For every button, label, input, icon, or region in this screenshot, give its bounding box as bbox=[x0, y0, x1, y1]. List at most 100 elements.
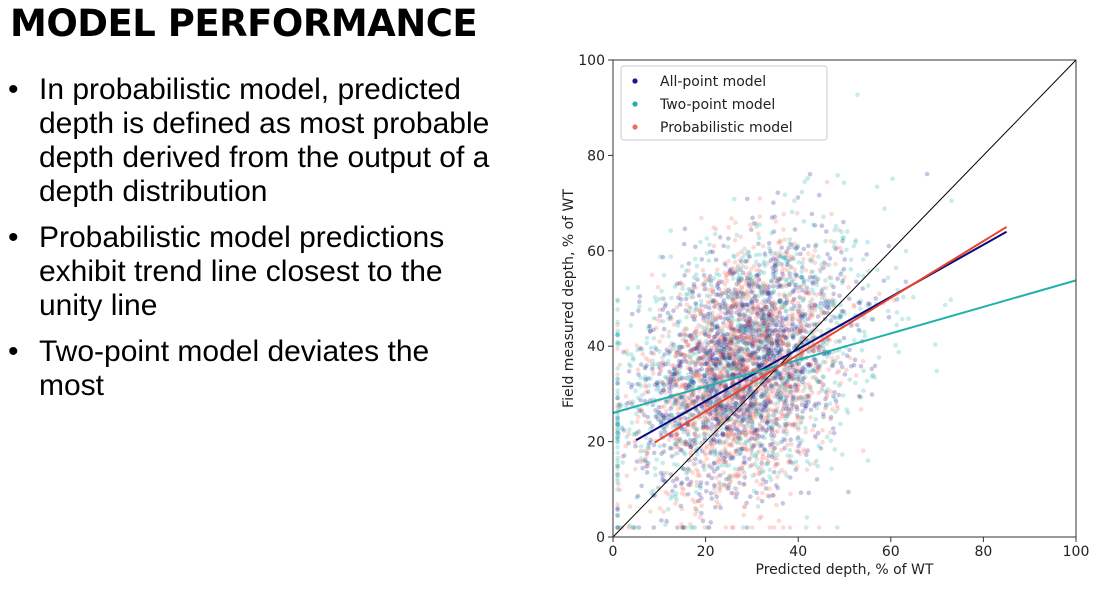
scatter-point bbox=[721, 344, 726, 349]
scatter-point bbox=[704, 286, 709, 292]
scatter-point bbox=[669, 385, 674, 390]
scatter-point bbox=[683, 439, 688, 444]
scatter-point bbox=[695, 394, 701, 400]
scatter-point bbox=[730, 295, 735, 300]
scatter-point bbox=[750, 300, 755, 306]
scatter-point bbox=[714, 366, 719, 371]
scatter-point bbox=[651, 336, 657, 341]
scatter-point bbox=[772, 262, 777, 268]
scatter-point bbox=[730, 455, 736, 461]
scatter-point bbox=[679, 382, 685, 387]
scatter-point bbox=[744, 525, 750, 530]
scatter-point bbox=[742, 357, 747, 363]
scatter-point bbox=[698, 445, 703, 451]
scatter-point bbox=[695, 344, 701, 349]
scatter-point bbox=[823, 359, 828, 365]
scatter-point bbox=[782, 324, 788, 330]
scatter-point bbox=[687, 483, 692, 488]
scatter-point bbox=[783, 300, 788, 306]
scatter-point bbox=[749, 395, 754, 400]
scatter-point bbox=[631, 355, 636, 361]
scatter-point bbox=[758, 340, 764, 345]
scatter-point bbox=[726, 258, 731, 264]
scatter-point bbox=[769, 429, 775, 434]
scatter-point bbox=[683, 353, 688, 359]
scatter-point bbox=[751, 340, 757, 346]
scatter-point bbox=[697, 348, 702, 354]
scatter-point bbox=[742, 504, 747, 510]
scatter-point bbox=[703, 351, 708, 357]
scatter-point bbox=[804, 515, 810, 520]
scatter-point bbox=[728, 351, 733, 357]
scatter-point bbox=[663, 390, 668, 395]
scatter-point bbox=[677, 281, 683, 286]
scatter-point bbox=[708, 371, 714, 377]
scatter-point bbox=[744, 365, 750, 370]
scatter-point bbox=[759, 443, 765, 448]
scatter-point bbox=[694, 344, 700, 349]
scatter-point bbox=[704, 389, 709, 395]
scatter-point bbox=[740, 468, 746, 474]
scatter-point bbox=[615, 414, 620, 419]
scatter-point bbox=[738, 277, 744, 283]
scatter-point bbox=[841, 393, 846, 398]
scatter-point bbox=[697, 307, 702, 313]
scatter-point bbox=[813, 363, 819, 369]
scatter-point bbox=[724, 425, 730, 430]
scatter-point bbox=[767, 356, 773, 362]
scatter-point bbox=[814, 369, 820, 375]
scatter-point bbox=[739, 466, 745, 471]
scatter-point bbox=[745, 275, 750, 281]
scatter-point bbox=[784, 316, 789, 322]
scatter-point bbox=[775, 474, 780, 480]
scatter-point bbox=[735, 293, 740, 298]
scatter-point bbox=[830, 363, 835, 368]
scatter-point bbox=[689, 400, 695, 406]
scatter-point bbox=[643, 384, 649, 390]
x-tick-label: 80 bbox=[974, 544, 992, 560]
scatter-point bbox=[852, 357, 858, 363]
scatter-point bbox=[814, 378, 820, 383]
scatter-point bbox=[643, 390, 648, 395]
scatter-point bbox=[688, 355, 693, 361]
scatter-point bbox=[743, 366, 749, 372]
scatter-point bbox=[742, 348, 747, 353]
scatter-point bbox=[729, 272, 735, 277]
scatter-point bbox=[820, 428, 825, 433]
scatter-point bbox=[718, 421, 723, 426]
scatter-point bbox=[697, 308, 702, 313]
scatter-point bbox=[833, 339, 839, 345]
scatter-point bbox=[766, 311, 772, 317]
scatter-point bbox=[722, 446, 728, 451]
scatter-point bbox=[776, 306, 782, 312]
scatter-point bbox=[721, 366, 727, 372]
scatter-point bbox=[687, 403, 692, 409]
scatter-point bbox=[811, 368, 816, 374]
scatter-point bbox=[751, 412, 757, 417]
scatter-point bbox=[745, 351, 750, 357]
scatter-point bbox=[638, 456, 644, 461]
scatter-point bbox=[816, 192, 822, 198]
scatter-point bbox=[763, 323, 768, 329]
scatter-point bbox=[737, 361, 743, 367]
scatter-point bbox=[782, 385, 788, 391]
trend-line bbox=[635, 230, 1008, 442]
scatter-point bbox=[722, 337, 728, 342]
scatter-point bbox=[682, 426, 688, 432]
scatter-point bbox=[784, 300, 790, 306]
scatter-point bbox=[740, 396, 746, 401]
scatter-point bbox=[647, 420, 652, 426]
scatter-point bbox=[762, 320, 767, 326]
scatter-point bbox=[615, 422, 620, 427]
scatter-point bbox=[737, 480, 742, 486]
scatter-point bbox=[783, 277, 788, 283]
scatter-point bbox=[777, 276, 782, 282]
scatter-point bbox=[728, 405, 733, 410]
scatter-point bbox=[671, 461, 677, 467]
scatter-point bbox=[732, 452, 737, 457]
scatter-point bbox=[616, 431, 622, 437]
scatter-point bbox=[690, 294, 696, 300]
scatter-point bbox=[748, 353, 754, 359]
scatter-point bbox=[649, 350, 654, 356]
scatter-point bbox=[834, 403, 840, 409]
